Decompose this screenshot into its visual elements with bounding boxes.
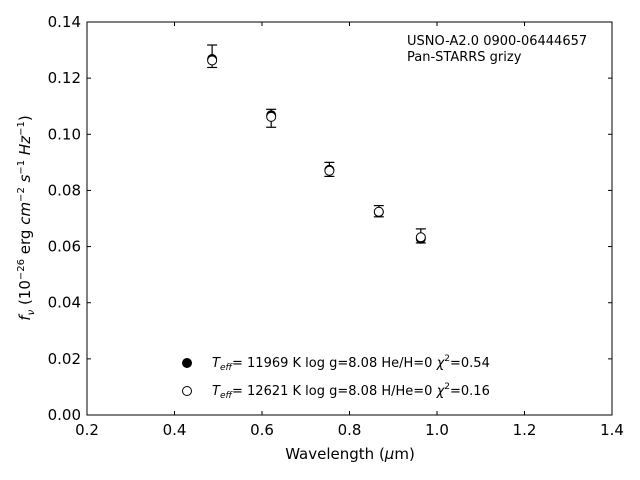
- x-tick-label-6: 1.4: [600, 421, 624, 439]
- annotation-line-2: Pan-STARRS grizy: [407, 50, 522, 65]
- y-tick-label-6: 0.12: [48, 69, 81, 87]
- legend: Teff= 11969 K log g=8.08 He/H=0 χ2=0.54 …: [182, 354, 490, 401]
- series-1-point-3: [373, 206, 384, 217]
- x-tick-label-0: 0.2: [75, 421, 99, 439]
- series-1-point-1: [266, 111, 277, 122]
- y-tick-label-3: 0.06: [48, 238, 81, 256]
- series-1-point-4: [415, 232, 426, 243]
- x-tick-label-3: 0.8: [338, 421, 362, 439]
- svg-text:fν (10−26 erg cm−2 s−1 Hz−1): fν (10−26 erg cm−2 s−1 Hz−1): [16, 115, 37, 320]
- y-tick-label-1: 0.02: [48, 350, 81, 368]
- x-axis-label: Wavelength (μm): [285, 445, 415, 463]
- y-tick-label-2: 0.04: [48, 294, 81, 312]
- y-tick-label-4: 0.08: [48, 181, 81, 199]
- series-1-point-2: [324, 165, 335, 176]
- y-tick-label-0: 0.00: [48, 406, 81, 424]
- data-marks: [207, 44, 426, 244]
- x-tick-label-1: 0.4: [163, 421, 187, 439]
- x-tick-label-5: 1.2: [513, 421, 537, 439]
- x-tick-label-4: 1.0: [425, 421, 449, 439]
- y-tick-label-7: 0.14: [48, 13, 81, 31]
- legend-label-2: Teff= 12621 K log g=8.08 H/He=0 χ2=0.16: [212, 382, 490, 401]
- legend-label-1: Teff= 11969 K log g=8.08 He/H=0 χ2=0.54: [212, 354, 490, 373]
- y-tick-label-5: 0.10: [48, 125, 81, 143]
- legend-marker-filled: [182, 358, 192, 368]
- legend-marker-open: [182, 386, 192, 396]
- series-1-point-0: [207, 55, 218, 66]
- y-axis-label: fν (10−26 erg cm−2 s−1 Hz−1): [16, 115, 37, 320]
- annotation-line-1: USNO-A2.0 0900-06444657: [407, 34, 587, 49]
- x-tick-label-2: 0.6: [250, 421, 274, 439]
- axis-ticks: 0.2 0.4 0.6 0.8 1.0 1.2 1.4 0.00 0.02 0.04 0.06 0.0…: [48, 13, 624, 439]
